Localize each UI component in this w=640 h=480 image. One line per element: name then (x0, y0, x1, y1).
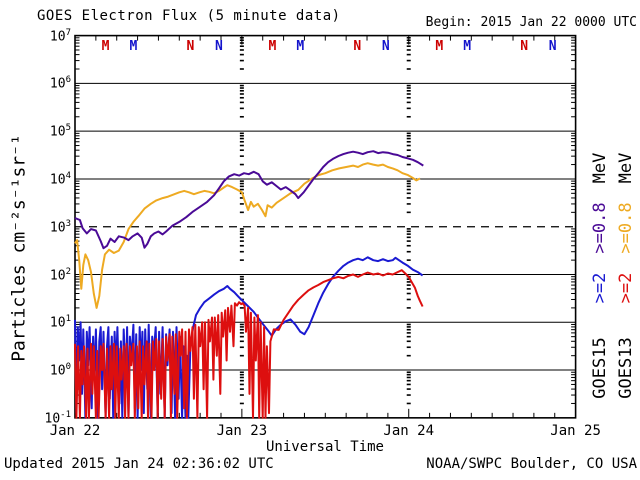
series-goes13-0-8-mev (74, 162, 421, 309)
legend-goes15-satellite: GOES15 (590, 337, 610, 399)
event-marker-n: N (215, 39, 223, 54)
event-marker-m: M (268, 39, 277, 54)
legend-goes13-satellite: GOES13 (616, 337, 636, 399)
source-attribution: NOAA/SWPC Boulder, CO USA (426, 456, 637, 472)
y-tick-label-10e5: 105 (49, 123, 71, 140)
legend-goes13-ge2: >=2 (616, 272, 636, 304)
legend-goes15-ge2: >=2 (590, 272, 610, 304)
y-tick-label-10e2: 102 (49, 266, 71, 283)
legend-goes15-unit: MeV (590, 152, 610, 184)
page-title: GOES Electron Flux (5 minute data) (37, 8, 341, 24)
y-tick-label-10e3: 103 (49, 218, 71, 236)
series-goes15-0-8-mev (74, 150, 424, 250)
y-tick-label-10e7: 107 (49, 27, 71, 44)
updated-timestamp: Updated 2015 Jan 24 02:36:02 UTC (4, 456, 274, 472)
event-marker-m: M (463, 39, 472, 54)
flux-series (74, 150, 424, 419)
x-tick-label-jan-22: Jan 22 (49, 423, 101, 439)
event-marker-m: M (435, 39, 444, 54)
x-axis-title: Universal Time (265, 439, 384, 455)
legend-goes13-ge08: >=0.8 (616, 202, 636, 254)
event-marker-n: N (548, 39, 557, 54)
gridlines (75, 82, 576, 371)
legend-goes13-unit: MeV (616, 152, 636, 184)
event-marker-n: N (381, 39, 390, 54)
y-tick-label-10e1: 101 (49, 314, 71, 331)
plot-frame (74, 34, 577, 419)
x-tick-label-jan-25: Jan 25 (550, 423, 601, 439)
legend-goes15-ge08: >=0.8 (590, 202, 610, 254)
y-tick-label-10e6: 106 (49, 75, 71, 92)
event-marker-n: N (520, 39, 529, 54)
event-marker-m: M (129, 39, 138, 54)
series-goes13-2-mev (74, 269, 424, 419)
x-tick-label-jan-23: Jan 23 (216, 423, 268, 439)
x-tick-label-jan-24: Jan 24 (383, 423, 434, 439)
event-marker-m: M (101, 39, 110, 54)
y-tick-label-10e0: 100 (49, 362, 71, 379)
y-tick-label-10e-1: 10-1 (44, 409, 72, 427)
begin-timestamp-label: Begin: 2015 Jan 22 0000 UTC (425, 15, 637, 30)
event-marker-n: N (186, 39, 195, 54)
day-boundary-lines (239, 36, 411, 405)
event-marker-m: M (296, 39, 305, 54)
event-marker-n: N (353, 39, 362, 54)
y-tick-label-10e4: 104 (49, 170, 71, 188)
